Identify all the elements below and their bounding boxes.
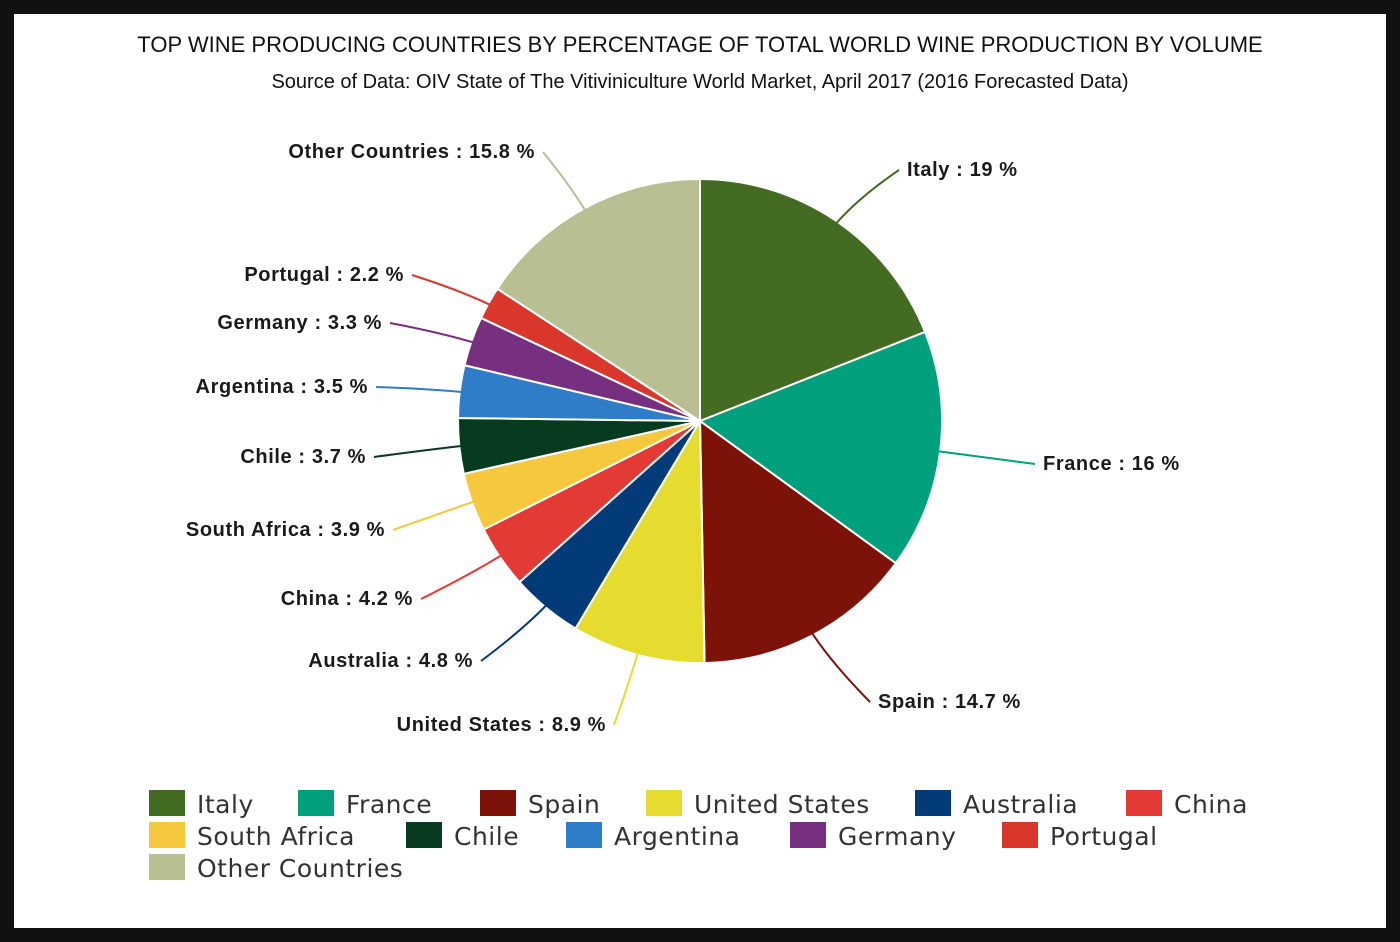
legend-label-france: France (346, 790, 432, 819)
legend-swatch-south-africa (149, 822, 185, 848)
legend-swatch-united-states (646, 790, 682, 816)
legend-swatch-italy (149, 790, 185, 816)
leader-line-china (420, 542, 522, 600)
leader-line-chile (373, 442, 485, 458)
slice-label-portugal: Portugal : 2.2 % (244, 264, 404, 286)
legend-item-spain[interactable]: Spain (480, 790, 600, 819)
legend-swatch-other-countries (149, 854, 185, 880)
pie-slices (457, 177, 943, 664)
legend-swatch-spain (480, 790, 516, 816)
leader-line-italy (821, 169, 900, 243)
legend-swatch-germany (790, 822, 826, 848)
legend-swatch-chile (406, 822, 442, 848)
legend: Italy France Spain United States Australia Ch… (149, 790, 1248, 883)
slice-label-italy: Italy : 19 % (907, 159, 1018, 181)
slice-label-chile: Chile : 3.7 % (240, 446, 366, 468)
legend-swatch-argentina (566, 822, 602, 848)
legend-label-other-countries: Other Countries (197, 854, 403, 883)
slice-label-china: China : 4.2 % (281, 588, 413, 610)
slice-label-united-states: United States : 8.9 % (397, 714, 606, 736)
pie-slice-spain (698, 419, 898, 664)
legend-label-south-africa: South Africa (197, 822, 355, 851)
leader-line-australia (480, 587, 563, 662)
legend-item-south-africa[interactable]: South Africa (149, 822, 355, 851)
legend-item-germany[interactable]: Germany (790, 822, 956, 851)
slice-label-south-africa: South Africa : 3.9 % (186, 519, 385, 541)
legend-label-italy: Italy (197, 790, 254, 819)
slice-label-other-countries: Other Countries : 15.8 % (288, 141, 535, 163)
legend-item-portugal[interactable]: Portugal (1002, 822, 1158, 851)
legend-label-united-states: United States (694, 790, 870, 819)
legend-item-chile[interactable]: Chile (406, 822, 519, 851)
legend-label-china: China (1174, 790, 1248, 819)
leader-line-germany (389, 322, 496, 351)
slice-label-australia: Australia : 4.8 % (308, 650, 473, 672)
slice-labels: Italy : 19 % France : 16 % Spain : 14.7 % U… (186, 141, 1180, 736)
legend-swatch-france (298, 790, 334, 816)
leader-line-france (915, 447, 1036, 465)
slice-label-argentina: Argentina : 3.5 % (196, 376, 368, 398)
slice-label-france: France : 16 % (1043, 453, 1180, 475)
leader-line-argentina (375, 386, 485, 396)
legend-item-argentina[interactable]: Argentina (566, 822, 740, 851)
slice-label-spain: Spain : 14.7 % (878, 691, 1021, 713)
legend-swatch-china (1126, 790, 1162, 816)
leader-line-spain (799, 612, 871, 703)
legend-item-united-states[interactable]: United States (646, 790, 870, 819)
legend-item-france[interactable]: France (298, 790, 432, 819)
legend-item-other-countries[interactable]: Other Countries (149, 854, 403, 883)
pie-slice-italy (699, 177, 927, 423)
pie-chart: TOP WINE PRODUCING COUNTRIES BY PERCENTA… (137, 32, 1262, 883)
legend-label-portugal: Portugal (1050, 822, 1158, 851)
legend-label-australia: Australia (963, 790, 1078, 819)
legend-label-argentina: Argentina (614, 822, 740, 851)
chart-subtitle: Source of Data: OIV State of The Vitivin… (271, 71, 1128, 93)
legend-item-australia[interactable]: Australia (915, 790, 1078, 819)
legend-swatch-portugal (1002, 822, 1038, 848)
leader-lines (373, 151, 1036, 726)
chart-title: TOP WINE PRODUCING COUNTRIES BY PERCENTA… (137, 32, 1262, 57)
chart-frame: TOP WINE PRODUCING COUNTRIES BY PERCENTA… (14, 14, 1386, 928)
legend-label-chile: Chile (454, 822, 519, 851)
legend-swatch-australia (915, 790, 951, 816)
leader-line-south-africa (392, 492, 496, 531)
leader-line-other-countries (542, 151, 598, 231)
leader-line-united-states (613, 630, 646, 726)
leader-line-portugal (411, 274, 511, 317)
legend-item-italy[interactable]: Italy (149, 790, 254, 819)
legend-label-germany: Germany (838, 822, 956, 851)
legend-item-china[interactable]: China (1126, 790, 1248, 819)
slice-label-germany: Germany : 3.3 % (217, 312, 382, 334)
legend-label-spain: Spain (528, 790, 600, 819)
